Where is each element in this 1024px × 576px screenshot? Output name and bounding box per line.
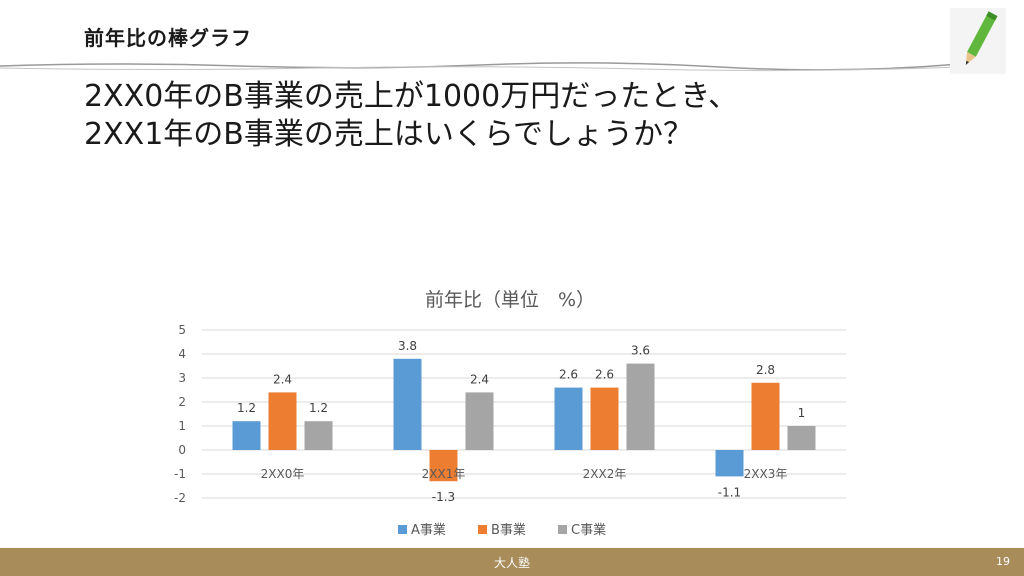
bar [751, 382, 780, 450]
bar [626, 363, 655, 450]
bar [393, 358, 422, 450]
bar [232, 421, 261, 450]
data-label: 1.2 [237, 401, 256, 415]
y-tick-label: 5 [178, 323, 186, 337]
x-category-label: 2XX1年 [422, 467, 466, 481]
y-tick-label: 2 [178, 395, 186, 409]
bar [304, 421, 333, 450]
bar [787, 426, 816, 450]
torn-paper-decoration [0, 62, 960, 72]
legend-swatch [398, 525, 407, 534]
question-text: 2XX0年のB事業の売上が1000万円だったとき、 2XX1年のB事業の売上はい… [84, 78, 738, 154]
question-line-2: 2XX1年のB事業の売上はいくらでしょうか？ [84, 117, 693, 152]
legend-label: A事業 [411, 522, 446, 538]
data-label: 2.6 [595, 368, 614, 382]
x-category-label: 2XX2年 [583, 467, 627, 481]
x-category-label: 2XX0年 [261, 467, 305, 481]
bar [554, 387, 583, 450]
bar [465, 392, 494, 450]
data-label: 3.8 [398, 339, 417, 353]
legend-label: C事業 [571, 522, 606, 538]
bar [268, 392, 297, 450]
page-number: 19 [996, 555, 1010, 568]
x-category-label: 2XX3年 [744, 467, 788, 481]
chart-title: 前年比（単位 %） [425, 289, 595, 311]
data-label: 2.6 [559, 368, 578, 382]
data-label: -1.1 [718, 485, 741, 499]
y-tick-label: 4 [178, 347, 186, 361]
y-tick-label: 3 [178, 371, 186, 385]
question-line-1: 2XX0年のB事業の売上が1000万円だったとき、 [84, 79, 739, 114]
y-tick-label: -2 [174, 491, 186, 505]
data-label: 2.4 [273, 372, 292, 386]
bar [429, 450, 458, 482]
data-label: 3.6 [631, 344, 650, 358]
legend-swatch [558, 525, 567, 534]
data-label: 2.4 [470, 372, 489, 386]
legend-swatch [478, 525, 487, 534]
data-label: 1.2 [309, 401, 328, 415]
slide-header-title: 前年比の棒グラフ [84, 26, 252, 50]
y-tick-label: 0 [178, 443, 186, 457]
data-label: 2.8 [756, 363, 775, 377]
data-label: 1 [798, 406, 806, 420]
data-label: -1.3 [432, 490, 455, 504]
bar [715, 450, 744, 477]
bar [590, 387, 619, 450]
footer-bar: 大人塾 19 [0, 548, 1024, 576]
yoy-bar-chart: 前年比（単位 %） 5 4 3 2 1 0 -1 -2 1.2 2.4 1.2 2XX0年 3.8 -1.3… [174, 289, 846, 538]
footer-brand: 大人塾 [493, 556, 530, 570]
pencil-icon [950, 8, 1006, 74]
y-tick-label: 1 [178, 419, 186, 433]
y-tick-label: -1 [174, 467, 186, 481]
legend-label: B事業 [491, 522, 526, 538]
